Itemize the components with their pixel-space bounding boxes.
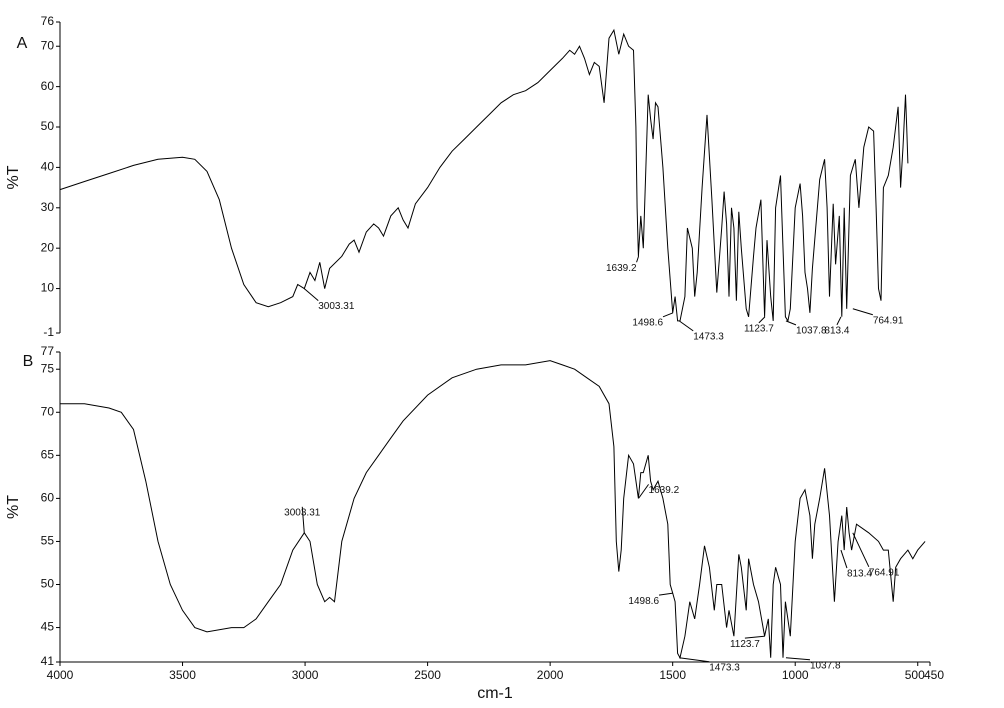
annotation-leader <box>301 506 305 533</box>
annotation-leader <box>744 635 765 639</box>
y-tick-label: 55 <box>41 534 55 548</box>
annotation-leader <box>303 288 319 301</box>
annotation: 1639.2 <box>649 485 680 496</box>
annotation: 1037.8 <box>796 326 827 337</box>
y-tick-label: 70 <box>41 404 55 418</box>
annotation: 1473.3 <box>693 332 724 343</box>
annotation-leader <box>678 320 694 332</box>
y-axis-label: %T <box>5 165 22 189</box>
annotation: 1498.6 <box>632 317 663 328</box>
annotation: 3003.31 <box>284 507 321 518</box>
y-tick-label: 76 <box>41 14 55 28</box>
x-axis-label: cm-1 <box>477 685 513 702</box>
annotation-leader <box>636 256 640 263</box>
y-tick-label: 41 <box>41 654 55 668</box>
y-tick-label: 20 <box>41 240 55 254</box>
panel-label: B <box>23 353 34 370</box>
annotation-leader <box>840 549 848 569</box>
x-tick-label: 3500 <box>169 668 196 682</box>
y-tick-label: 50 <box>41 119 55 133</box>
y-tick-label: 50 <box>41 577 55 591</box>
y-tick-label: -1 <box>43 325 54 339</box>
y-tick-label: 60 <box>41 79 55 93</box>
annotation: 3003.31 <box>318 301 355 312</box>
annotation-leader <box>662 312 674 318</box>
x-tick-label: 4000 <box>47 668 74 682</box>
annotation: 1473.3 <box>709 662 740 673</box>
x-tick-label: 1000 <box>782 668 809 682</box>
y-axis-label: %T <box>5 495 22 519</box>
spectrum-line <box>60 360 926 660</box>
y-tick-label: 40 <box>41 160 55 174</box>
y-tick-label: 65 <box>41 448 55 462</box>
y-tick-label: 10 <box>41 281 55 295</box>
annotation-leader <box>679 657 710 663</box>
annotation-leader <box>638 484 649 499</box>
x-tick-label: 450 <box>924 668 944 682</box>
x-tick-label: 2500 <box>414 668 441 682</box>
y-tick-label: 70 <box>41 38 55 52</box>
annotation: 1123.7 <box>730 639 760 650</box>
annotation: 1639.2 <box>606 263 637 274</box>
y-tick-label: 77 <box>41 344 55 358</box>
annotation: 1498.6 <box>628 596 659 607</box>
x-tick-label: 3000 <box>292 668 319 682</box>
y-tick-label: 30 <box>41 200 55 214</box>
annotation-leader <box>852 532 870 568</box>
annotation: 764.91 <box>869 567 900 578</box>
annotation-leader <box>852 308 873 316</box>
x-tick-label: 2000 <box>537 668 564 682</box>
annotation-leader <box>758 316 766 324</box>
annotation: 813.4 <box>847 569 872 580</box>
annotation-leader <box>836 316 842 326</box>
panel-label: A <box>17 35 28 52</box>
y-tick-label: 60 <box>41 491 55 505</box>
annotation-leader <box>785 320 797 326</box>
annotation: 1123.7 <box>744 323 774 334</box>
y-tick-label: 75 <box>41 361 55 375</box>
annotation: 764.91 <box>873 315 904 326</box>
x-tick-label: 500 <box>905 668 925 682</box>
annotation: 813.4 <box>824 325 849 336</box>
x-tick-label: 1500 <box>659 668 686 682</box>
y-tick-label: 45 <box>41 620 55 634</box>
annotation: 1037.8 <box>810 660 841 671</box>
annotation-leader <box>658 592 674 596</box>
annotation-leader <box>785 657 810 661</box>
spectrum-line <box>59 28 909 323</box>
